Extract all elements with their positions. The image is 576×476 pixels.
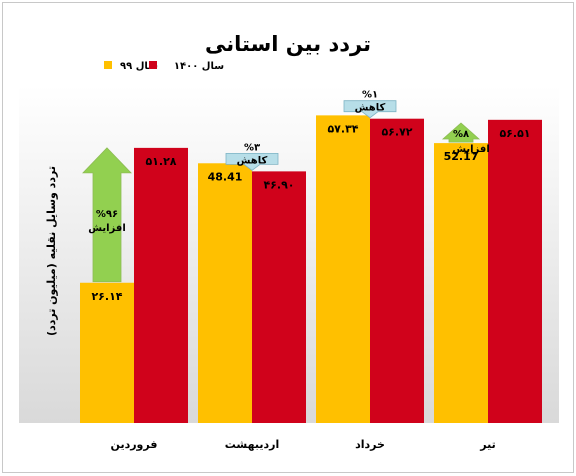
bar [252,171,306,423]
data-label: ۵۱.۲۸ [145,155,176,168]
legend-swatch [104,61,112,69]
bar [316,115,370,424]
change-text: کاهش [237,155,268,166]
chart-title: تردد بین استانی [205,32,371,56]
decrease-arrow [343,100,397,119]
legend-label: سال ۹۹ [120,61,158,72]
data-label: ۵۶.۵۱ [499,127,530,140]
change-text: افزایش [88,223,126,234]
bar-chart: تردد بین استانی سال ۹۹ سال ۱۴۰۰ تردد وسای… [19,32,559,451]
change-percent: %۸ [453,129,469,140]
data-label: ۲۶.۱۴ [91,290,122,303]
category-label: اردیبهشت [225,438,279,451]
category-label: تیر [479,438,495,451]
bar [370,118,424,424]
data-label: 48.41 [208,170,243,183]
bar [198,163,252,424]
change-text: کاهش [355,103,386,114]
decrease-arrow [225,152,279,171]
change-text: افزایش [452,144,490,155]
annotations-group: %۹۶ افزایش %۳ کاهش %۱ کاهش %۸ افزایش [82,90,490,283]
data-label: 52.17 [444,150,479,163]
data-label: ۴۶.۹۰ [263,178,294,191]
bars-group: ۲۶.۱۴ ۵۱.۲۸ 48.41 ۴۶.۹۰ ۵۷.۳۴ ۵۶.۷۲ 52.17 ۵۶.۵۱ [80,115,542,424]
category-label: فروردین [111,438,158,451]
bar [434,143,488,423]
change-percent: %۹۶ [96,209,118,220]
category-label: خرداد [355,438,385,451]
bar [134,147,188,423]
change-percent: %۳ [244,142,260,153]
data-label: ۵۶.۷۲ [381,126,412,139]
legend-label: سال ۱۴۰۰ [174,61,224,72]
bar [488,119,542,423]
legend: سال ۹۹ سال ۱۴۰۰ [104,61,224,72]
category-labels: فروردین اردیبهشت خرداد تیر [111,438,496,451]
increase-arrow [82,147,132,283]
bar [80,282,134,423]
data-label: ۵۷.۳۴ [327,122,358,135]
y-axis-title: تردد وسایل نقلیه (میلیون تردد) [45,166,58,336]
legend-swatch [149,61,157,69]
change-percent: %۱ [362,90,378,101]
increase-arrow [441,122,481,143]
